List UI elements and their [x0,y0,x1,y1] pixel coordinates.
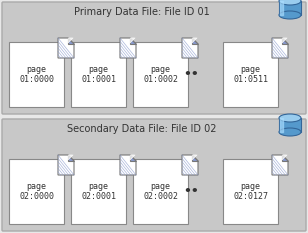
FancyBboxPatch shape [9,42,64,107]
Text: page
02:0127: page 02:0127 [233,182,268,201]
Text: page
02:0001: page 02:0001 [81,182,116,201]
Text: page
02:0000: page 02:0000 [19,182,54,201]
FancyBboxPatch shape [223,159,278,224]
Polygon shape [182,38,198,58]
Ellipse shape [279,11,301,19]
Polygon shape [58,38,74,58]
Text: page
01:0511: page 01:0511 [233,65,268,84]
Ellipse shape [279,114,301,122]
Text: page
02:0002: page 02:0002 [143,182,178,201]
Polygon shape [182,155,198,175]
Polygon shape [130,155,136,161]
Text: ••: •• [183,185,199,198]
Polygon shape [192,38,198,44]
Text: Primary Data File: File ID 01: Primary Data File: File ID 01 [74,7,210,17]
Text: page
01:0001: page 01:0001 [81,65,116,84]
FancyBboxPatch shape [2,119,306,231]
Text: page
01:0000: page 01:0000 [19,65,54,84]
Polygon shape [282,155,288,161]
Polygon shape [272,38,288,58]
Text: page
01:0002: page 01:0002 [143,65,178,84]
Polygon shape [130,38,136,44]
Polygon shape [272,155,288,175]
FancyBboxPatch shape [2,2,306,114]
Ellipse shape [279,0,301,5]
Ellipse shape [279,128,301,136]
FancyBboxPatch shape [279,1,301,15]
Polygon shape [58,155,74,175]
Polygon shape [68,38,74,44]
Text: Secondary Data File: File ID 02: Secondary Data File: File ID 02 [67,124,217,134]
FancyBboxPatch shape [133,42,188,107]
Polygon shape [192,155,198,161]
FancyBboxPatch shape [9,159,64,224]
FancyBboxPatch shape [279,118,301,132]
Polygon shape [68,155,74,161]
FancyBboxPatch shape [223,42,278,107]
Polygon shape [282,38,288,44]
FancyBboxPatch shape [71,42,126,107]
Polygon shape [120,38,136,58]
Text: ••: •• [183,68,199,81]
FancyBboxPatch shape [133,159,188,224]
FancyBboxPatch shape [71,159,126,224]
Polygon shape [120,155,136,175]
